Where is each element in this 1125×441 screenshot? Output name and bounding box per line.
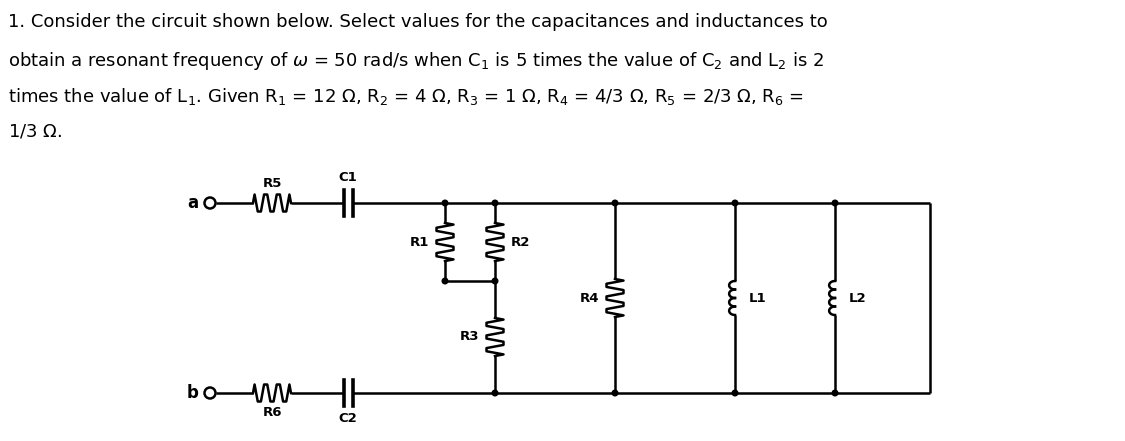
Circle shape	[832, 390, 838, 396]
Circle shape	[732, 390, 738, 396]
Text: L2: L2	[849, 292, 866, 304]
Text: 1. Consider the circuit shown below. Select values for the capacitances and indu: 1. Consider the circuit shown below. Sel…	[8, 13, 828, 31]
Circle shape	[612, 200, 618, 206]
Circle shape	[493, 278, 497, 284]
Text: R1: R1	[410, 235, 429, 248]
Text: R6: R6	[262, 406, 281, 419]
Text: R5: R5	[262, 177, 281, 190]
Text: R4: R4	[579, 292, 598, 304]
Circle shape	[442, 278, 448, 284]
Circle shape	[832, 200, 838, 206]
Circle shape	[493, 200, 497, 206]
Text: b: b	[186, 384, 198, 402]
Circle shape	[442, 200, 448, 206]
Text: times the value of L$_1$. Given R$_1$ = 12 $\Omega$, R$_2$ = 4 $\Omega$, R$_3$ =: times the value of L$_1$. Given R$_1$ = …	[8, 86, 804, 107]
Text: L1: L1	[749, 292, 766, 304]
Text: obtain a resonant frequency of $\omega$ = 50 rad/s when C$_1$ is 5 times the val: obtain a resonant frequency of $\omega$ …	[8, 49, 824, 71]
Text: R3: R3	[459, 330, 479, 344]
Text: a: a	[187, 194, 198, 212]
Circle shape	[612, 390, 618, 396]
Circle shape	[493, 390, 497, 396]
Text: R2: R2	[511, 235, 530, 248]
Text: C1: C1	[339, 171, 358, 184]
Circle shape	[732, 200, 738, 206]
Text: 1/3 $\Omega$.: 1/3 $\Omega$.	[8, 123, 62, 141]
Text: C2: C2	[339, 412, 358, 425]
